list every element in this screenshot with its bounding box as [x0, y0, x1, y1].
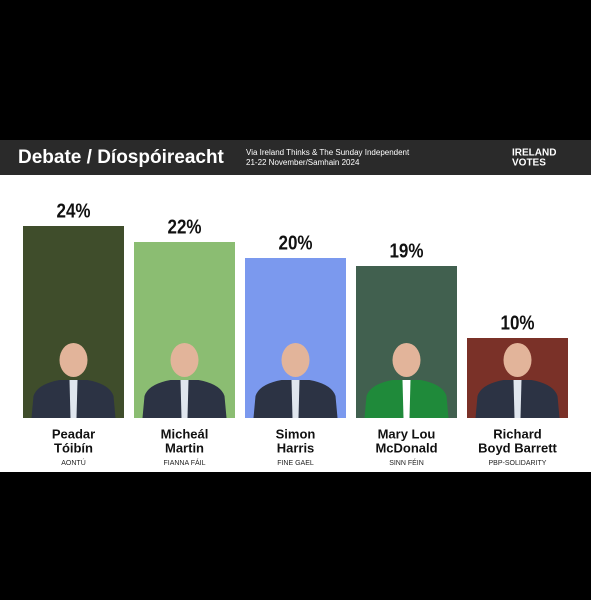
- candidate-photo: [180, 380, 189, 418]
- party-label: FIANNA FÁIL: [163, 458, 205, 467]
- value-label: 24%: [56, 199, 90, 222]
- party-label: PBP-SOLIDARITY: [489, 460, 547, 467]
- logo: IRELAND: [512, 148, 556, 159]
- candidate-name: McDonald: [375, 440, 437, 455]
- candidate-photo: [392, 343, 421, 377]
- value-label: 10%: [500, 311, 534, 334]
- candidate-photo: [170, 343, 199, 377]
- candidate-name: Simon: [276, 426, 316, 441]
- candidate-photo: [513, 380, 522, 418]
- candidate-name: Harris: [277, 440, 315, 455]
- candidate-name: Boyd Barrett: [478, 440, 557, 455]
- value-label: 19%: [389, 239, 423, 262]
- candidate-name: Peadar: [52, 426, 95, 441]
- candidate-photo: [281, 343, 310, 377]
- value-label: 22%: [167, 215, 201, 238]
- party-label: FINE GAEL: [277, 460, 314, 467]
- candidate-name: Richard: [493, 426, 541, 441]
- candidate-photo: [69, 380, 78, 418]
- party-label: SINN FÉIN: [389, 458, 424, 467]
- candidate-photo: [402, 380, 411, 418]
- candidate-name: Micheál: [161, 426, 209, 441]
- candidate-photo: [503, 343, 532, 377]
- candidate-photo: [59, 343, 88, 377]
- header-bar: [0, 140, 591, 175]
- chart-title: Debate / Díospóireacht: [18, 147, 225, 168]
- value-label: 20%: [278, 231, 312, 254]
- subtitle: Via Ireland Thinks & The Sunday Independ…: [246, 148, 410, 157]
- candidate-name: Tóibín: [54, 440, 93, 455]
- candidate-name: Mary Lou: [378, 426, 436, 441]
- subtitle: 21-22 November/Samhain 2024: [246, 158, 360, 167]
- candidate-photo: [291, 380, 300, 418]
- logo: VOTES: [512, 158, 546, 169]
- party-label: AONTÚ: [61, 458, 86, 467]
- candidate-name: Martin: [165, 440, 204, 455]
